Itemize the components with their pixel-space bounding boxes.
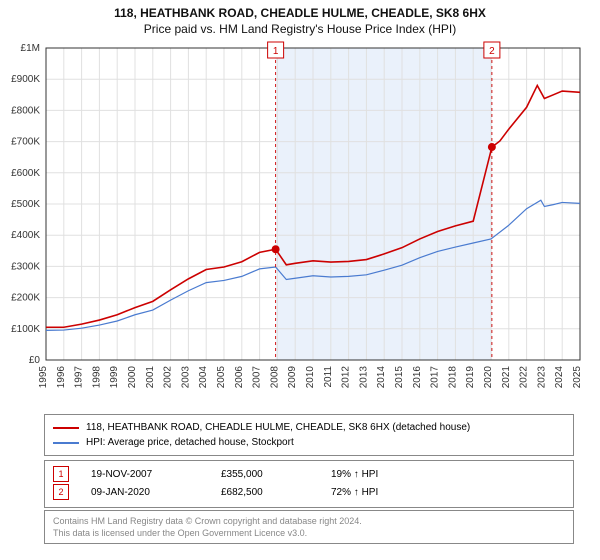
svg-text:£200K: £200K <box>11 293 40 304</box>
svg-text:2018: 2018 <box>447 366 458 389</box>
legend-swatch-1 <box>53 442 79 444</box>
svg-text:1997: 1997 <box>74 366 85 389</box>
svg-text:2016: 2016 <box>412 366 423 389</box>
svg-text:2025: 2025 <box>572 366 583 389</box>
legend-box: 118, HEATHBANK ROAD, CHEADLE HULME, CHEA… <box>44 414 574 456</box>
svg-text:1995: 1995 <box>38 366 49 389</box>
chart-title-2: Price paid vs. HM Land Registry's House … <box>0 20 600 40</box>
svg-text:2022: 2022 <box>519 366 530 389</box>
svg-text:£100K: £100K <box>11 324 40 335</box>
markers-table: 1 19-NOV-2007 £355,000 19% ↑ HPI 2 09-JA… <box>44 460 574 508</box>
price-chart: £0 £100K £200K £300K £400K £500K £600K £700K £80… <box>0 40 600 400</box>
marker-delta-1: 19% ↑ HPI <box>331 469 431 480</box>
marker-delta-2: 72% ↑ HPI <box>331 487 431 498</box>
svg-text:£600K: £600K <box>11 168 40 179</box>
svg-text:£800K: £800K <box>11 105 40 116</box>
marker-price-1: £355,000 <box>221 469 331 480</box>
svg-text:£500K: £500K <box>11 199 40 210</box>
svg-text:2011: 2011 <box>323 366 334 388</box>
footer-line-2: This data is licensed under the Open Gov… <box>53 527 565 539</box>
legend-item-0: 118, HEATHBANK ROAD, CHEADLE HULME, CHEA… <box>53 420 565 435</box>
svg-text:£400K: £400K <box>11 230 40 241</box>
svg-text:2002: 2002 <box>163 366 174 389</box>
legend-swatch-0 <box>53 427 79 429</box>
marker-date-1: 19-NOV-2007 <box>91 469 221 480</box>
footer-box: Contains HM Land Registry data © Crown c… <box>44 510 574 544</box>
footer-line-1: Contains HM Land Registry data © Crown c… <box>53 515 565 527</box>
svg-text:1: 1 <box>273 46 279 57</box>
svg-text:2012: 2012 <box>341 366 352 389</box>
legend-label-1: HPI: Average price, detached house, Stoc… <box>86 435 294 450</box>
svg-text:2005: 2005 <box>216 366 227 389</box>
svg-text:2003: 2003 <box>180 366 191 389</box>
svg-text:2001: 2001 <box>145 366 156 389</box>
svg-text:£0: £0 <box>29 355 41 366</box>
svg-text:2020: 2020 <box>483 366 494 389</box>
svg-text:2017: 2017 <box>430 366 441 389</box>
svg-text:2021: 2021 <box>501 366 512 389</box>
svg-text:2013: 2013 <box>358 366 369 389</box>
svg-text:£900K: £900K <box>11 74 40 85</box>
svg-text:2008: 2008 <box>269 366 280 389</box>
marker-row-1: 1 19-NOV-2007 £355,000 19% ↑ HPI <box>53 465 565 483</box>
legend-label-0: 118, HEATHBANK ROAD, CHEADLE HULME, CHEA… <box>86 420 470 435</box>
svg-text:2010: 2010 <box>305 366 316 389</box>
svg-text:2007: 2007 <box>252 366 263 389</box>
svg-text:2004: 2004 <box>198 366 209 389</box>
svg-text:£300K: £300K <box>11 261 40 272</box>
svg-text:1996: 1996 <box>56 366 67 389</box>
svg-text:2024: 2024 <box>554 366 565 389</box>
chart-title-1: 118, HEATHBANK ROAD, CHEADLE HULME, CHEA… <box>0 0 600 20</box>
marker-row-2: 2 09-JAN-2020 £682,500 72% ↑ HPI <box>53 483 565 501</box>
legend-item-1: HPI: Average price, detached house, Stoc… <box>53 435 565 450</box>
svg-text:1999: 1999 <box>109 366 120 389</box>
svg-text:2015: 2015 <box>394 366 405 389</box>
svg-text:£1M: £1M <box>21 43 40 54</box>
marker-badge-2: 2 <box>53 484 69 500</box>
marker-badge-1: 1 <box>53 466 69 482</box>
svg-text:2009: 2009 <box>287 366 298 389</box>
svg-text:2019: 2019 <box>465 366 476 389</box>
svg-text:2014: 2014 <box>376 366 387 389</box>
svg-text:2: 2 <box>489 46 495 57</box>
marker-date-2: 09-JAN-2020 <box>91 487 221 498</box>
svg-text:2006: 2006 <box>234 366 245 389</box>
marker-price-2: £682,500 <box>221 487 331 498</box>
svg-text:2000: 2000 <box>127 366 138 389</box>
svg-text:£700K: £700K <box>11 137 40 148</box>
svg-text:2023: 2023 <box>536 366 547 389</box>
svg-text:1998: 1998 <box>91 366 102 389</box>
